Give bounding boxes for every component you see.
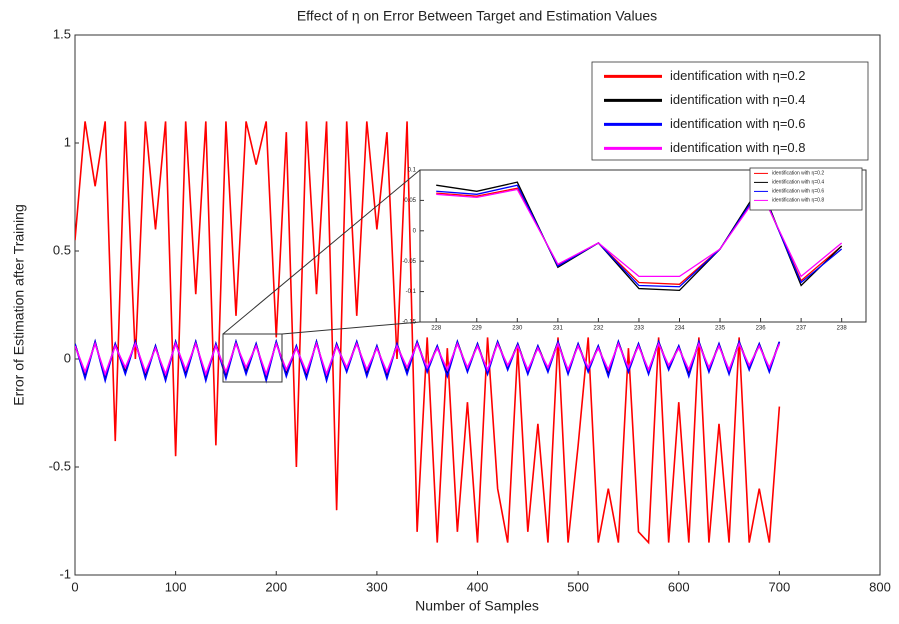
legend-box — [591, 61, 869, 161]
legend-label: identification with η=0.2 — [772, 171, 824, 177]
y-tick-label: 0 — [413, 228, 417, 234]
chart-title: Effect of η on Error Between Target and … — [297, 8, 657, 24]
y-tick-label: 0.5 — [53, 242, 71, 257]
y-tick-label: 0.1 — [408, 168, 417, 174]
x-tick-label: 100 — [165, 579, 187, 594]
y-tick-label: 0 — [64, 350, 71, 365]
x-tick-label: 300 — [366, 579, 388, 594]
x-tick-label: 0 — [71, 579, 78, 594]
x-axis-label: Number of Samples — [415, 598, 539, 614]
legend-label: identification with η=0.8 — [772, 198, 824, 204]
zoom-box — [222, 333, 283, 383]
x-tick-label: 231 — [553, 326, 564, 332]
line-series — [75, 341, 781, 377]
y-tick-label: -0.1 — [406, 289, 417, 295]
y-tick-label: -0.15 — [402, 320, 416, 326]
y-tick-label: -0.5 — [49, 458, 71, 473]
legend-label: identification with η=0.2 — [670, 68, 806, 83]
x-tick-label: 234 — [674, 326, 685, 332]
line-series — [75, 121, 781, 545]
x-tick-label: 400 — [467, 579, 489, 594]
legend-box — [749, 167, 863, 211]
line-series — [436, 188, 843, 278]
y-tick-label: 1 — [64, 134, 71, 149]
y-tick-label: 0.05 — [404, 198, 416, 204]
legend-label: identification with η=0.4 — [772, 180, 824, 186]
x-tick-label: 237 — [796, 326, 807, 332]
zoom-connector — [281, 321, 421, 335]
x-tick-label: 232 — [593, 326, 604, 332]
x-tick-label: 236 — [756, 326, 767, 332]
x-tick-label: 233 — [634, 326, 645, 332]
zoom-connector — [222, 169, 421, 335]
x-tick-label: 230 — [512, 326, 523, 332]
legend-label: identification with η=0.8 — [670, 140, 806, 155]
x-tick-label: 235 — [715, 326, 726, 332]
x-tick-label: 200 — [265, 579, 287, 594]
y-tick-label: -1 — [59, 566, 71, 581]
y-tick-label: -0.05 — [402, 259, 416, 265]
x-tick-label: 238 — [837, 326, 848, 332]
x-tick-label: 500 — [567, 579, 589, 594]
legend-label: identification with η=0.6 — [772, 189, 824, 195]
x-tick-label: 600 — [668, 579, 690, 594]
y-axis-label: Error of Estimation after Training — [11, 204, 27, 406]
x-tick-label: 800 — [869, 579, 891, 594]
y-tick-label: 1.5 — [53, 26, 71, 41]
x-tick-label: 229 — [472, 326, 483, 332]
x-tick-label: 228 — [431, 326, 442, 332]
x-tick-label: 700 — [769, 579, 791, 594]
legend-label: identification with η=0.6 — [670, 116, 806, 131]
legend-label: identification with η=0.4 — [670, 92, 806, 107]
